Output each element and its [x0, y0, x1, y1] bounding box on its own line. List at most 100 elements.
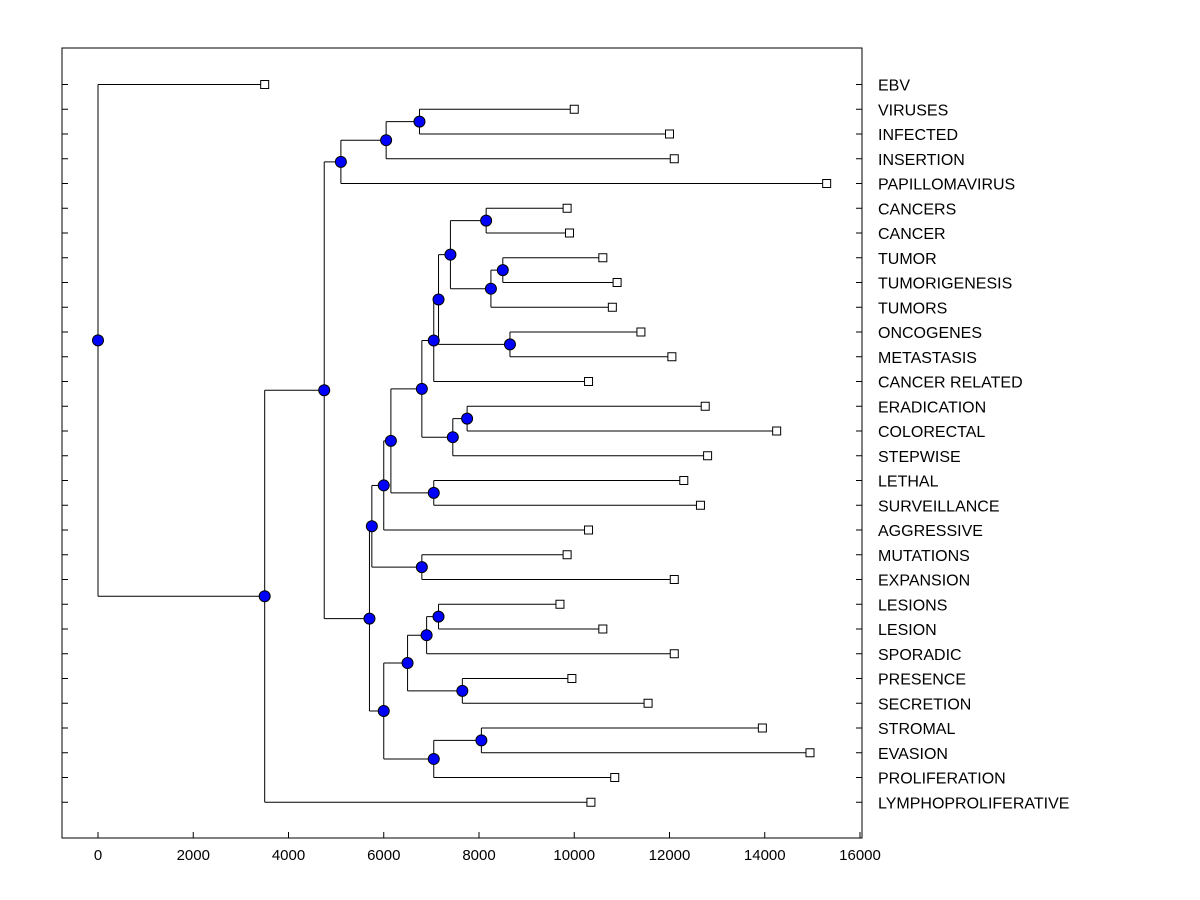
leaf-marker-infected [665, 129, 674, 139]
leaf-marker-lesion [598, 624, 608, 634]
leaf-marker-proliferation [610, 773, 620, 782]
x-tick-label-8000: 8000 [462, 847, 495, 864]
leaf-label-lethal: LETHAL [878, 474, 939, 491]
leaf-label-tumors: TUMORS [878, 300, 947, 317]
leaf-marker-cancers [562, 203, 572, 213]
leaf-marker-expansion [669, 575, 679, 584]
leaf-labels: EBV VIRUSES INFECTED INSERTION PAPILLOMAVIRU… [878, 78, 1069, 813]
leaf-marker-insertion [669, 154, 679, 164]
leaf-marker-colorectal [772, 426, 782, 436]
leaf-label-insertion: INSERTION [878, 152, 965, 169]
leaf-marker-surveillance [695, 500, 705, 510]
merge-node-n6 [484, 282, 497, 295]
leaf-markers [260, 80, 832, 807]
merge-node-n29 [92, 334, 104, 347]
leaf-label-evasion: EVASION [878, 746, 948, 763]
leaf-label-lesion: LESION [878, 622, 937, 639]
leaf-label-presence: PRESENCE [878, 672, 966, 689]
leaf-label-expansion: EXPANSION [878, 573, 970, 590]
leaf-label-cancer-related: CANCER RELATED [878, 375, 1023, 392]
leaf-label-papillomavirus: PAPILLOMAVIRUS [878, 177, 1015, 194]
leaf-marker-viruses [569, 104, 579, 114]
leaf-marker-stepwise [703, 451, 713, 461]
leaf-label-tumor: TUMOR [878, 251, 937, 268]
merge-node-n15 [384, 434, 397, 447]
leaf-label-metastasis: METASTASIS [878, 350, 977, 367]
leaf-marker-mutations [562, 550, 572, 560]
merge-node-n3 [334, 155, 347, 168]
merge-node-n24 [427, 752, 440, 765]
leaf-marker-lesions [555, 599, 565, 609]
leaf-label-sporadic: SPORADIC [878, 647, 962, 664]
leaf-label-lymphoproliferative: LYMPHOPROLIFERATIVE [878, 795, 1069, 812]
leaf-marker-papillomavirus [822, 179, 832, 188]
leaf-marker-cancer [564, 228, 574, 238]
merge-node-n23 [475, 734, 488, 747]
leaf-marker-oncogenes [636, 327, 646, 337]
leaf-label-proliferation: PROLIFERATION [878, 771, 1006, 788]
leaf-marker-eradication [700, 401, 710, 411]
merge-node-n18 [365, 520, 378, 533]
merge-node-n25 [377, 704, 390, 717]
leaf-marker-sporadic [669, 649, 679, 659]
merge-node-n5 [496, 264, 509, 277]
leaf-label-eradication: ERADICATION [878, 399, 986, 416]
merge-node-n21 [456, 684, 469, 697]
leaf-label-viruses: VIRUSES [878, 102, 948, 119]
leaf-label-surveillance: SURVEILLANCE [878, 498, 1000, 515]
leaf-marker-aggressive [584, 525, 594, 535]
leaf-marker-tumor [598, 253, 608, 263]
leaf-label-cancers: CANCERS [878, 201, 956, 218]
x-tick-label-16000: 16000 [839, 847, 881, 864]
merge-node-n20 [420, 629, 433, 642]
merge-nodes [92, 115, 516, 765]
merge-node-n27 [318, 384, 331, 397]
merge-node-n22 [401, 657, 414, 670]
merge-node-n1 [413, 115, 426, 128]
x-tick-label-4000: 4000 [272, 847, 305, 864]
leaf-marker-metastasis [667, 352, 677, 362]
x-axis-ticks: 0 2000 4000 6000 8000 10000 12000 14000 16000 [94, 832, 881, 864]
leaf-label-stromal: STROMAL [878, 721, 955, 738]
leaf-marker-cancer-related [584, 377, 594, 386]
leaf-label-stepwise: STEPWISE [878, 449, 961, 466]
x-tick-label-6000: 6000 [367, 847, 400, 864]
merge-node-n9 [432, 293, 445, 306]
merge-node-n2 [380, 134, 393, 147]
merge-node-n7 [444, 248, 457, 261]
leaf-marker-ebv [260, 80, 270, 89]
y-axis-ticks [62, 84, 862, 803]
merge-node-n8 [503, 338, 516, 351]
merge-node-n4 [480, 214, 493, 227]
leaf-label-aggressive: AGGRESSIVE [878, 523, 983, 540]
merge-node-n19 [432, 610, 445, 623]
merge-node-n10 [427, 334, 440, 347]
plot-frame [61, 47, 863, 839]
leaf-marker-lymphoproliferative [586, 797, 596, 807]
leaf-label-cancer: CANCER [878, 226, 946, 243]
leaf-marker-secretion [643, 698, 653, 708]
leaf-marker-tumorigenesis [612, 278, 622, 287]
leaf-marker-stromal [757, 723, 767, 733]
leaf-marker-presence [567, 674, 577, 683]
leaf-marker-evasion [805, 748, 815, 758]
leaf-label-mutations: MUTATIONS [878, 548, 970, 565]
merge-node-n28 [258, 590, 271, 603]
plot-frame-group [61, 47, 863, 839]
leaf-marker-lethal [679, 476, 689, 485]
x-tick-label-10000: 10000 [553, 847, 595, 864]
x-tick-label-2000: 2000 [177, 847, 210, 864]
merge-node-n11 [461, 412, 474, 425]
dendrogram-links [97, 84, 827, 803]
leaf-marker-tumors [607, 302, 617, 312]
x-tick-label-12000: 12000 [649, 847, 691, 864]
leaf-label-oncogenes: ONCOGENES [878, 325, 982, 342]
leaf-label-ebv: EBV [878, 78, 910, 95]
leaf-label-secretion: SECRETION [878, 696, 971, 713]
merge-node-n26 [363, 612, 376, 625]
merge-node-n13 [415, 382, 428, 395]
leaf-label-lesions: LESIONS [878, 597, 947, 614]
merge-node-n16 [377, 479, 390, 492]
merge-node-n17 [415, 561, 428, 574]
